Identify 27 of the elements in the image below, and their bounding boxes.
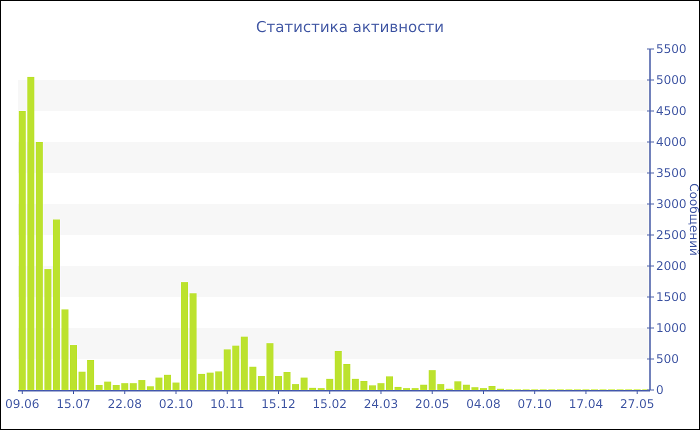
y-tick-label: 2500 <box>656 228 687 242</box>
x-tick-label: 04.08 <box>466 397 501 411</box>
x-tick-label: 02.10 <box>158 397 194 411</box>
y-tick-label: 5500 <box>656 42 687 56</box>
y-tick-label: 0 <box>656 383 664 397</box>
y-tick-label: 1000 <box>656 321 687 335</box>
y-axis-title: Сообщений <box>687 183 700 256</box>
x-tick-label: 10.11 <box>210 397 244 411</box>
y-tick-label: 4000 <box>656 135 687 149</box>
y-tick-label: 500 <box>656 352 679 366</box>
y-tick-label: 5000 <box>656 73 687 87</box>
x-tick-label: 22.08 <box>108 397 142 411</box>
y-tick-label: 3000 <box>656 197 687 211</box>
y-tick-label: 1500 <box>656 290 687 304</box>
x-tick-label: 24.03 <box>364 397 398 411</box>
x-tick-label: 27.05 <box>620 397 654 411</box>
x-tick-label: 17.04 <box>568 397 604 411</box>
y-tick-label: 3500 <box>656 166 687 180</box>
chart-title: Статистика активности <box>256 18 444 36</box>
x-tick-label: 09.06 <box>5 397 40 411</box>
x-tick-label: 15.02 <box>312 397 347 411</box>
y-tick-label: 4500 <box>656 104 687 118</box>
x-tick-label: 15.07 <box>56 397 91 411</box>
y-tick-label: 2000 <box>656 259 687 273</box>
x-tick-label: 07.10 <box>518 397 552 411</box>
x-tick-label: 20.05 <box>415 397 450 411</box>
x-tick-label: 15.12 <box>261 397 296 411</box>
